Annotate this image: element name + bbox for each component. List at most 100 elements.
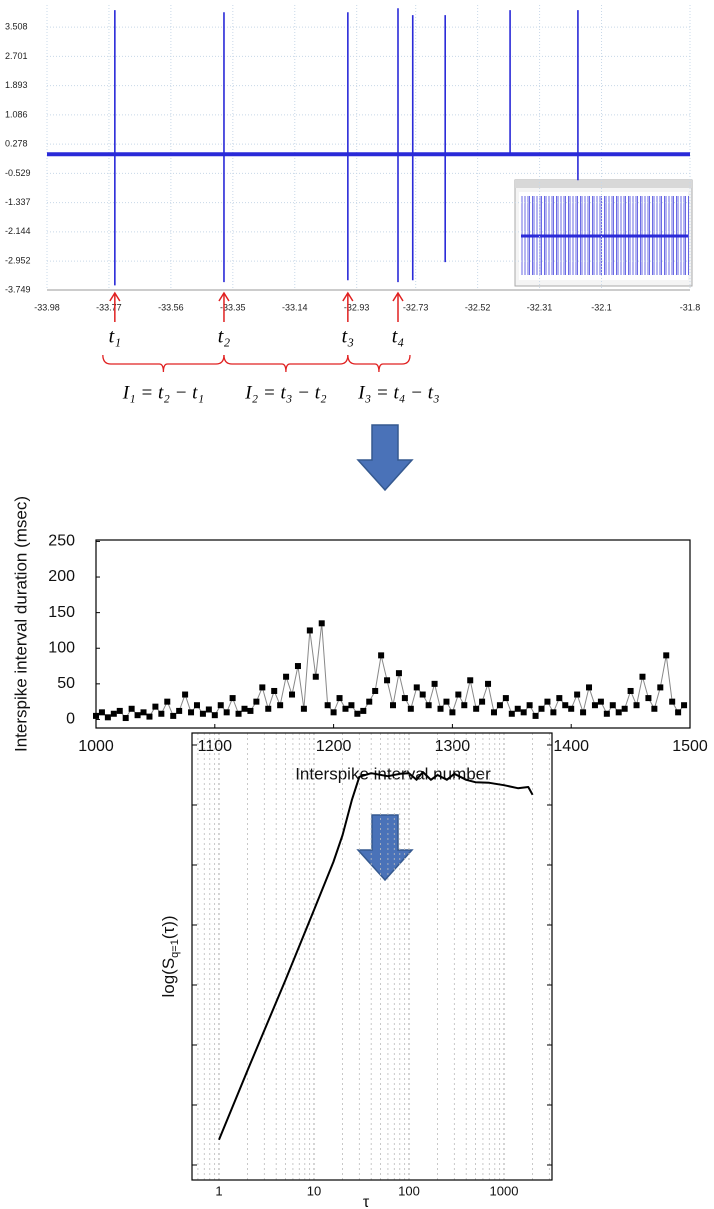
point-marker bbox=[407, 705, 414, 712]
y-tick-label: -0.529 bbox=[5, 168, 31, 178]
point-marker bbox=[473, 705, 480, 712]
point-marker bbox=[199, 710, 206, 717]
x-tick-label: 1100 bbox=[198, 738, 233, 755]
y-tick-label: 1.893 bbox=[5, 80, 28, 90]
point-marker bbox=[235, 710, 242, 717]
y-tick-label: 0.278 bbox=[5, 139, 28, 149]
point-marker bbox=[342, 705, 349, 712]
x-tick-label: 100 bbox=[398, 1183, 420, 1198]
spike-label: t₄ bbox=[392, 326, 405, 348]
point-marker bbox=[306, 627, 313, 634]
point-marker bbox=[657, 684, 664, 691]
point-marker bbox=[98, 709, 105, 716]
point-marker bbox=[247, 707, 254, 714]
point-marker bbox=[639, 673, 646, 680]
point-marker bbox=[502, 695, 509, 702]
point-marker bbox=[271, 687, 278, 694]
point-marker bbox=[318, 620, 325, 627]
point-marker bbox=[550, 709, 557, 716]
y-tick-label: 50 bbox=[57, 675, 75, 692]
point-marker bbox=[455, 691, 462, 698]
x-tick-label: 1400 bbox=[553, 738, 589, 755]
point-marker bbox=[413, 684, 420, 691]
point-marker bbox=[437, 705, 444, 712]
x-axis-title: Interspike interval number bbox=[295, 764, 491, 783]
point-marker bbox=[229, 695, 236, 702]
point-marker bbox=[211, 712, 218, 719]
point-marker bbox=[253, 698, 260, 705]
point-marker bbox=[603, 710, 610, 717]
point-marker bbox=[289, 691, 296, 698]
point-marker bbox=[621, 705, 628, 712]
point-marker bbox=[681, 702, 688, 709]
point-marker bbox=[188, 709, 195, 716]
point-marker bbox=[443, 698, 450, 705]
point-marker bbox=[431, 680, 438, 687]
point-marker bbox=[669, 698, 676, 705]
point-marker bbox=[538, 705, 545, 712]
point-marker bbox=[627, 687, 634, 694]
x-tick-label: 10 bbox=[307, 1183, 321, 1198]
point-marker bbox=[116, 707, 123, 714]
y-tick-label: -2.144 bbox=[5, 226, 31, 236]
point-marker bbox=[300, 705, 307, 712]
x-tick-label: -32.31 bbox=[527, 302, 553, 312]
y-tick-label: -3.749 bbox=[5, 284, 31, 294]
y-axis-title-sub: q=1 bbox=[169, 939, 181, 958]
arrow-head bbox=[342, 291, 354, 302]
x-tick-label: -32.93 bbox=[344, 302, 370, 312]
x-tick-label: 1000 bbox=[78, 738, 114, 755]
point-marker bbox=[372, 687, 379, 694]
point-marker bbox=[336, 695, 343, 702]
point-marker bbox=[193, 702, 200, 709]
point-marker bbox=[241, 705, 248, 712]
x-tick-label: 1000 bbox=[490, 1183, 519, 1198]
point-marker bbox=[479, 698, 486, 705]
spike-label: t₁ bbox=[109, 326, 122, 348]
point-marker bbox=[526, 702, 533, 709]
x-tick-label: -31.8 bbox=[680, 302, 701, 312]
flow-arrow bbox=[356, 814, 414, 882]
point-marker bbox=[134, 712, 141, 719]
y-tick-label: -1.337 bbox=[5, 197, 31, 207]
x-tick-label: -32.1 bbox=[591, 302, 612, 312]
y-tick-label: 150 bbox=[48, 604, 75, 621]
point-marker bbox=[265, 705, 272, 712]
point-marker bbox=[419, 691, 426, 698]
point-marker bbox=[615, 709, 622, 716]
point-marker bbox=[176, 707, 183, 714]
point-marker bbox=[223, 709, 230, 716]
point-marker bbox=[532, 712, 539, 719]
y-axis-title: Interspike interval duration (msec) bbox=[11, 496, 30, 752]
point-marker bbox=[609, 702, 616, 709]
point-marker bbox=[217, 702, 224, 709]
point-marker bbox=[651, 705, 658, 712]
interval-label: I₃ = t₄ − t₃ bbox=[357, 382, 439, 403]
point-marker bbox=[384, 677, 391, 684]
point-marker bbox=[390, 702, 396, 709]
arrow-head bbox=[218, 291, 230, 302]
point-marker bbox=[514, 705, 521, 712]
spike-label: t₃ bbox=[342, 326, 355, 348]
y-tick-label: 200 bbox=[48, 568, 75, 585]
point-marker bbox=[633, 702, 640, 709]
x-tick-label: -32.73 bbox=[403, 302, 429, 312]
inset-window bbox=[514, 179, 693, 287]
y-axis-title-part: log(S bbox=[159, 958, 178, 998]
point-marker bbox=[158, 710, 165, 717]
point-marker bbox=[663, 652, 670, 659]
interval-label: I₂ = t₃ − t₂ bbox=[244, 382, 327, 403]
point-marker bbox=[182, 691, 189, 698]
flow-arrow bbox=[356, 424, 414, 492]
y-tick-label: 3.508 bbox=[5, 22, 28, 32]
point-marker bbox=[485, 680, 492, 687]
point-marker bbox=[395, 670, 402, 677]
point-marker bbox=[568, 705, 575, 712]
point-marker bbox=[675, 709, 682, 716]
x-tick-label: 1300 bbox=[435, 738, 471, 755]
x-tick-label: -33.77 bbox=[96, 302, 122, 312]
y-tick-label: 0 bbox=[66, 711, 75, 728]
point-marker bbox=[556, 695, 563, 702]
interval-bracket bbox=[347, 354, 411, 373]
